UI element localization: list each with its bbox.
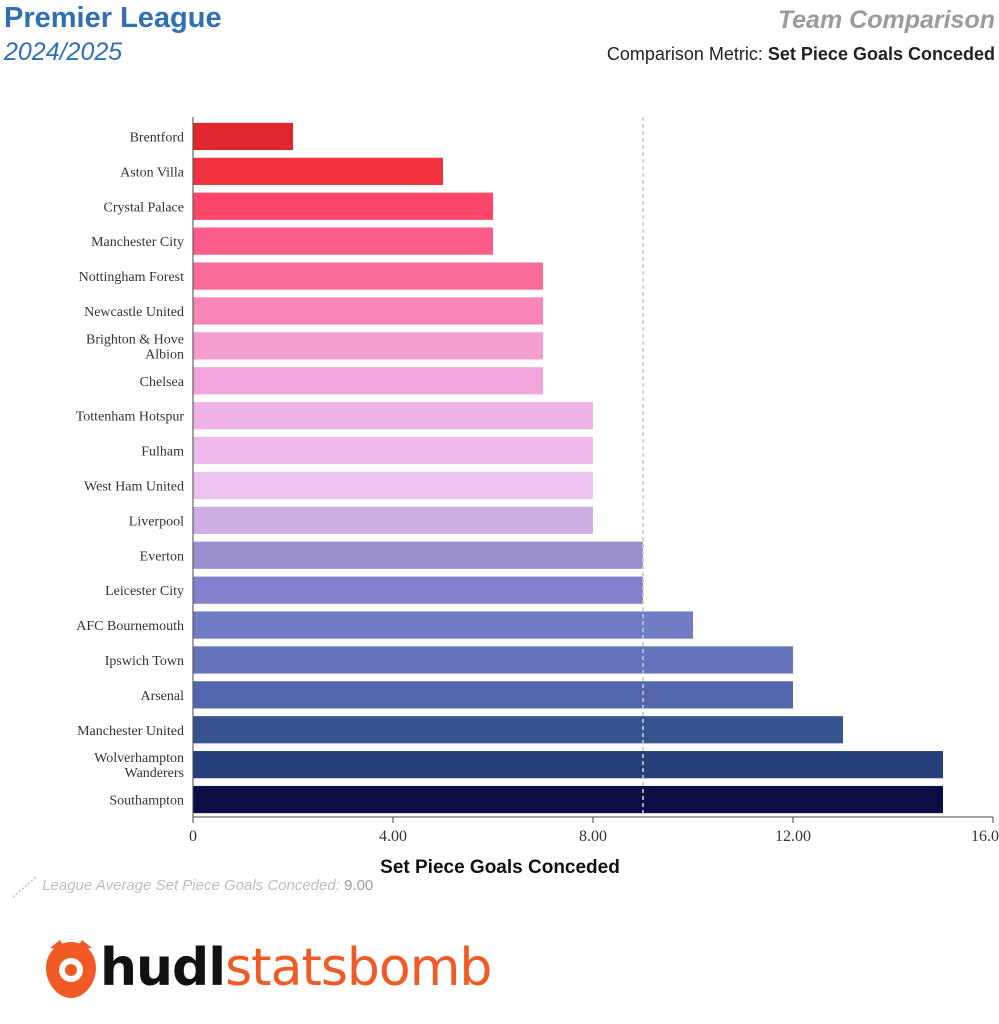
bar — [193, 751, 943, 779]
bar — [193, 611, 693, 639]
category-label: Brentford — [130, 130, 184, 145]
bar — [193, 506, 593, 534]
category-label: Ipswich Town — [105, 654, 184, 669]
metric-value: Set Piece Goals Conceded — [767, 44, 995, 64]
category-label: Brighton & Hove Albion — [86, 332, 184, 362]
bar — [193, 681, 793, 709]
bar — [193, 402, 593, 430]
bar — [193, 436, 593, 465]
category-label: Arsenal — [140, 689, 184, 704]
bar — [193, 262, 543, 290]
category-label: Chelsea — [140, 375, 185, 390]
category-label: Wolverhampton Wanderers — [94, 751, 184, 781]
category-label: Everton — [140, 549, 184, 564]
category-label: Fulham — [141, 445, 184, 460]
category-label: Newcastle United — [84, 305, 184, 320]
category-label: Tottenham Hotspur — [76, 410, 185, 425]
bar — [193, 297, 543, 325]
bar — [193, 157, 443, 185]
comparison-title: Team Comparison — [777, 6, 995, 34]
bar — [193, 227, 493, 255]
category-label: Liverpool — [129, 514, 184, 529]
average-legend-label: League Average Set Piece Goals Conceded: — [42, 877, 340, 894]
bar — [193, 716, 843, 744]
category-label: Crystal Palace — [104, 200, 184, 215]
bar — [193, 785, 943, 814]
bar — [193, 367, 543, 395]
x-tick-label: 12.00 — [775, 828, 811, 845]
average-legend: League Average Set Piece Goals Conceded:… — [12, 876, 373, 898]
bar — [193, 471, 593, 500]
category-label: Nottingham Forest — [79, 270, 184, 285]
category-label: Manchester United — [77, 724, 184, 739]
season-label: 2024/2025 — [4, 38, 123, 66]
dotted-line-icon — [12, 876, 37, 898]
statsbomb-logo-text: hudlstatsbomb — [100, 938, 492, 998]
x-tick-label: 16.00 — [971, 828, 999, 845]
category-label: Manchester City — [91, 235, 184, 250]
category-label: Aston Villa — [120, 165, 185, 180]
bar — [193, 122, 293, 151]
metric-line: Comparison Metric: Set Piece Goals Conce… — [607, 44, 995, 65]
metric-label: Comparison Metric: — [606, 44, 763, 64]
league-title: Premier League — [4, 2, 222, 34]
x-tick-label: 8.00 — [579, 828, 607, 845]
bar — [193, 332, 543, 360]
average-legend-value: 9.00 — [344, 877, 374, 894]
category-label: Leicester City — [105, 584, 184, 599]
category-label: West Ham United — [84, 479, 184, 494]
bar — [193, 541, 643, 569]
bar — [193, 646, 793, 674]
bar — [193, 576, 643, 604]
x-tick-label: 0 — [189, 828, 197, 845]
bar — [193, 192, 493, 220]
category-label: Southampton — [109, 794, 184, 809]
logo-text-hudl: hudl — [100, 938, 226, 998]
category-label: AFC Bournemouth — [76, 619, 184, 634]
x-axis-label: Set Piece Goals Conceded — [380, 857, 620, 878]
statsbomb-logo-icon — [46, 940, 96, 998]
x-tick-label: 4.00 — [379, 828, 407, 845]
bar-chart: Brentford Aston Villa Crystal Palace Manche… — [76, 117, 999, 878]
logo-text-statsbomb: statsbomb — [225, 938, 492, 998]
